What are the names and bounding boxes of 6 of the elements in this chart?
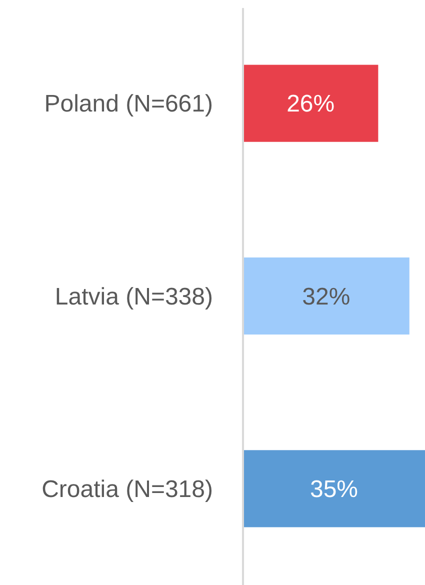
data-label: 35%: [310, 476, 358, 504]
data-label: 32%: [302, 283, 350, 310]
y-tick-label: Poland (N=661): [44, 90, 213, 118]
y-tick-label: Latvia (N=338): [54, 283, 213, 310]
data-label: 26%: [286, 90, 335, 118]
y-tick-label: Croatia (N=318): [42, 476, 213, 504]
